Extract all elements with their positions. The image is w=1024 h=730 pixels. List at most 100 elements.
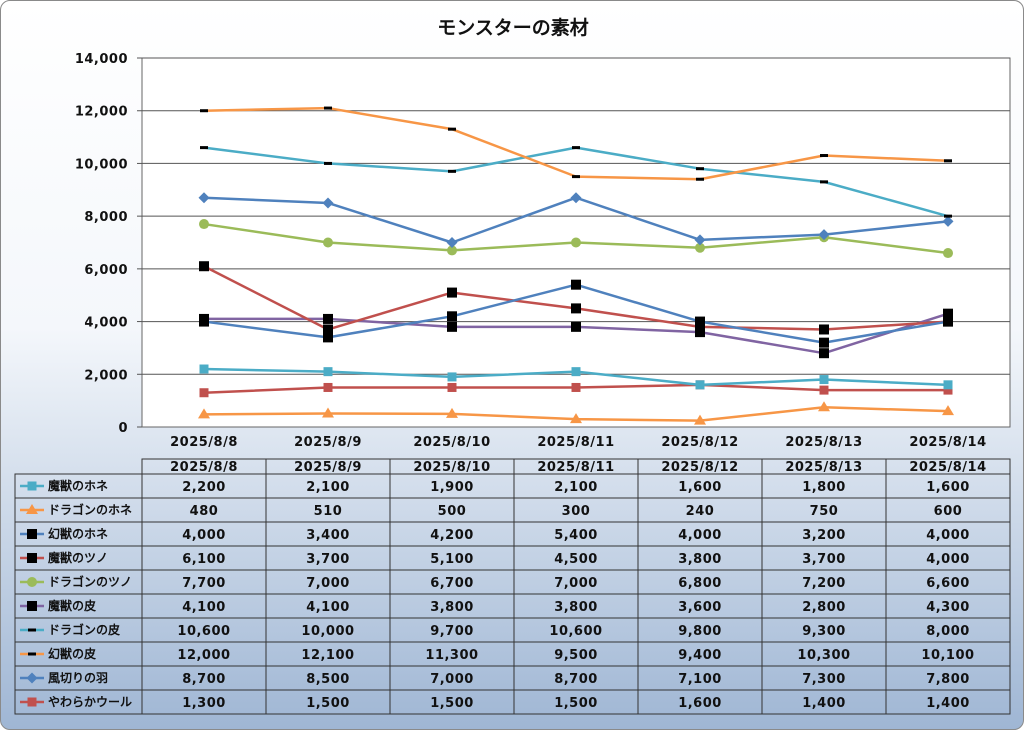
table-cell: 3,700	[306, 552, 350, 567]
table-cell: 12,100	[301, 648, 354, 663]
table-cell: 3,700	[802, 552, 846, 567]
table-header-cell: 2025/8/8	[170, 460, 238, 475]
data-point	[446, 237, 458, 248]
table-row-label: ドラゴンの皮	[48, 622, 120, 637]
data-point	[695, 327, 705, 338]
data-point	[447, 287, 457, 298]
table-header-cell: 2025/8/12	[661, 460, 738, 475]
table-cell: 9,300	[802, 624, 846, 639]
table-row-label: やわらかウール	[48, 695, 132, 709]
table-header-cell: 2025/8/10	[413, 460, 490, 475]
x-tick-label: 2025/8/10	[413, 435, 490, 450]
y-tick-label: 4,000	[84, 316, 128, 331]
legend-key	[20, 481, 44, 491]
table-cell: 1,600	[678, 480, 722, 495]
data-point	[943, 385, 953, 395]
table-cell: 12,000	[177, 648, 230, 663]
y-tick-label: 6,000	[84, 263, 128, 278]
data-point	[199, 364, 209, 374]
data-point	[200, 146, 208, 150]
data-point	[571, 303, 581, 314]
table-cell: 6,100	[182, 552, 226, 567]
data-point	[695, 380, 705, 390]
data-point	[26, 672, 38, 684]
series-markers	[200, 146, 952, 218]
legend-key	[20, 652, 44, 656]
series-markers	[198, 192, 954, 248]
legend-key	[20, 601, 44, 611]
table-cell: 510	[314, 504, 343, 519]
data-point	[323, 382, 333, 392]
table-cell: 7,000	[306, 576, 350, 591]
table-cell: 5,400	[554, 528, 598, 543]
data-point	[570, 413, 582, 424]
table-cell: 1,800	[802, 480, 846, 495]
table-row-label: 魔獣の皮	[48, 598, 96, 613]
data-point	[447, 311, 457, 322]
y-tick-label: 8,000	[84, 210, 128, 225]
data-point	[820, 180, 828, 184]
data-point	[324, 161, 332, 165]
series-markers	[198, 401, 954, 425]
table-cell: 8,700	[182, 672, 226, 687]
table-cell: 7,000	[430, 672, 474, 687]
table-cell: 750	[810, 504, 839, 519]
data-point	[819, 375, 829, 385]
x-tick-label: 2025/8/9	[294, 435, 362, 450]
table-cell: 3,800	[554, 600, 598, 615]
data-point	[447, 321, 457, 332]
table-cell: 1,600	[678, 696, 722, 711]
data-point	[694, 414, 706, 425]
data-point	[446, 407, 458, 418]
data-point	[818, 229, 830, 241]
table-cell: 8,500	[306, 672, 350, 687]
data-point	[199, 388, 209, 398]
table-cell: 4,100	[182, 600, 226, 615]
legend-key	[20, 672, 44, 684]
table-cell: 3,400	[306, 528, 350, 543]
table-cell: 9,700	[430, 624, 474, 639]
data-point	[943, 248, 953, 259]
data-point	[570, 192, 582, 204]
x-tick-label: 2025/8/8	[170, 435, 238, 450]
table-cell: 4,200	[430, 528, 474, 543]
table-cell: 9,500	[554, 648, 598, 663]
data-point	[323, 367, 333, 377]
table-cell: 480	[190, 504, 219, 519]
data-point	[819, 337, 829, 348]
data-point	[200, 109, 208, 113]
data-point	[819, 324, 829, 335]
data-point	[447, 245, 457, 256]
table-row-label: ドラゴンのツノ	[48, 574, 132, 589]
data-point	[571, 279, 581, 290]
table-cell: 3,600	[678, 600, 722, 615]
x-tick-label: 2025/8/12	[661, 435, 738, 450]
data-point	[818, 401, 830, 412]
data-point	[448, 169, 456, 173]
data-point	[819, 385, 829, 395]
table-row-label: 幻獣のホネ	[48, 526, 108, 541]
table-row-label: ドラゴンのホネ	[48, 502, 132, 517]
table-cell: 2,800	[802, 600, 846, 615]
table-header-cell: 2025/8/9	[294, 460, 362, 475]
data-point	[322, 197, 334, 209]
table-cell: 4,100	[306, 600, 350, 615]
table-cell: 1,500	[306, 696, 350, 711]
data-point	[323, 324, 333, 335]
legend-key	[20, 504, 44, 514]
series-markers	[199, 219, 953, 259]
data-point	[28, 652, 36, 656]
table-cell: 4,000	[182, 528, 226, 543]
legend-key	[20, 628, 44, 632]
data-point	[323, 313, 333, 324]
table-cell: 8,000	[926, 624, 970, 639]
data-point	[28, 628, 36, 632]
data-point	[27, 601, 37, 611]
data-point	[943, 308, 953, 319]
data-point	[27, 697, 37, 707]
data-point	[571, 382, 581, 392]
x-tick-label: 2025/8/11	[537, 435, 614, 450]
table-header-cell: 2025/8/11	[537, 460, 614, 475]
data-point	[572, 175, 580, 179]
